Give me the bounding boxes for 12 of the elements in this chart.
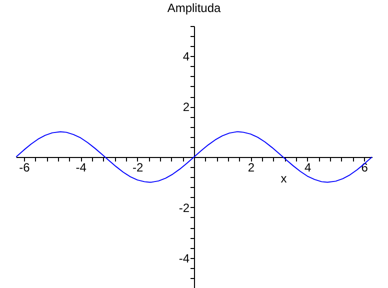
chart-title: Amplituda: [167, 1, 221, 15]
x-tick-label: -6: [19, 160, 30, 174]
y-tick-label: 2: [182, 100, 190, 114]
x-tick-label: 2: [248, 160, 255, 174]
x-tick-label: -4: [76, 160, 87, 174]
x-tick-label: -2: [132, 160, 144, 174]
x-axis-title: x: [280, 172, 287, 186]
y-tick-label: 4: [182, 50, 190, 64]
line-series: [16, 131, 372, 183]
y-tick-label: -4: [178, 251, 190, 266]
y-tick-label: -2: [178, 200, 190, 215]
x-tick-label: 4: [304, 160, 312, 174]
